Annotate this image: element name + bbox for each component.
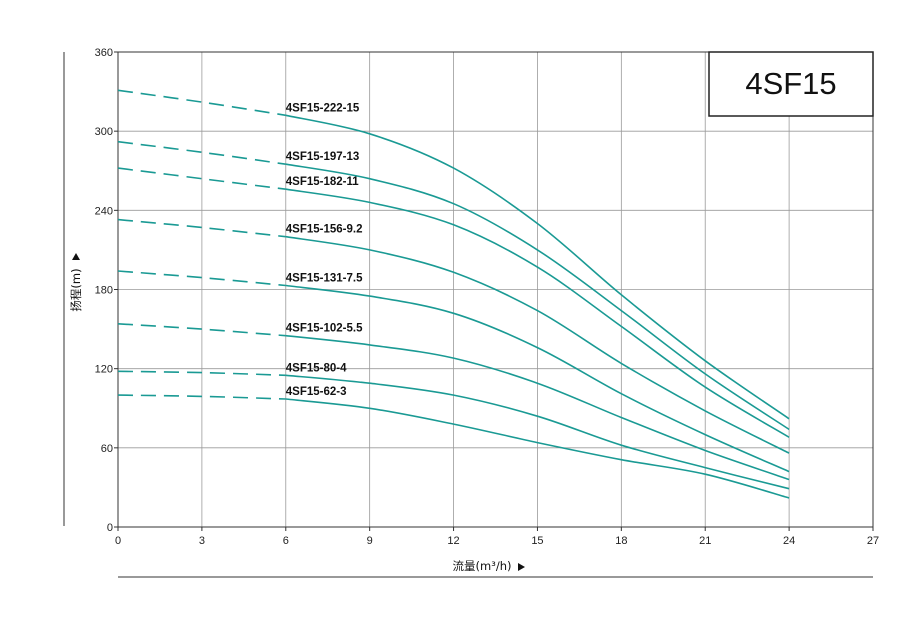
- x-tick-label-4: 12: [447, 535, 459, 547]
- y-tick-label-1: 60: [101, 443, 113, 455]
- x-axis-ticks: 0 3 6 9 12 15 18 21 24 27: [115, 527, 879, 547]
- x-tick-label-0: 0: [115, 535, 121, 547]
- series-label-3: 4SF15-156-9.2: [286, 224, 363, 236]
- x-tick-label-7: 21: [699, 535, 711, 547]
- series-line-5: [285, 334, 790, 481]
- x-tick-label-5: 15: [531, 535, 543, 547]
- series-label-2: 4SF15-182-11: [286, 176, 359, 188]
- chart-title: 4SF15: [745, 66, 836, 101]
- series-label-5: 4SF15-102-5.5: [286, 323, 363, 335]
- x-tick-label-6: 18: [615, 535, 627, 547]
- y-tick-label-0: 0: [107, 522, 113, 534]
- x-axis-label: 流量(m³/h): [453, 559, 512, 573]
- y-axis-arrow-icon: [72, 253, 80, 260]
- series-line-dashed-3: [117, 218, 286, 238]
- series-labels: 4SF15-222-15 4SF15-197-13 4SF15-182-11 4SF1…: [286, 102, 363, 398]
- series-line-dashed-4: [117, 270, 286, 287]
- series-line-0: [285, 114, 790, 420]
- y-tick-label-2: 120: [95, 364, 113, 376]
- series-line-dashed-5: [117, 323, 286, 337]
- x-tick-label-9: 27: [867, 535, 879, 547]
- x-tick-label-3: 9: [367, 535, 373, 547]
- y-axis-label-group: 扬程(m): [69, 253, 83, 312]
- y-tick-label-4: 240: [95, 205, 113, 217]
- series-line-4: [285, 284, 790, 473]
- series-lines: [117, 89, 790, 499]
- y-tick-label-5: 300: [95, 126, 113, 138]
- x-tick-label-8: 24: [783, 535, 795, 547]
- series-line-1: [285, 163, 790, 431]
- series-line-dashed-0: [117, 89, 286, 117]
- series-line-6: [285, 374, 790, 490]
- y-axis-ticks: 0 60 120 180 240 300 360: [95, 47, 118, 534]
- series-line-7: [285, 398, 790, 499]
- series-line-dashed-7: [117, 394, 286, 400]
- title-box: [708, 51, 874, 117]
- series-label-7: 4SF15-62-3: [286, 386, 347, 398]
- y-tick-label-3: 180: [95, 285, 113, 297]
- x-axis-arrow-icon: [518, 563, 525, 571]
- x-tick-label-1: 3: [199, 535, 205, 547]
- series-label-4: 4SF15-131-7.5: [286, 273, 363, 285]
- series-line-dashed-1: [117, 140, 286, 165]
- series-line-dashed-6: [117, 370, 286, 377]
- series-line-dashed-2: [117, 167, 286, 190]
- series-label-6: 4SF15-80-4: [286, 362, 347, 374]
- y-tick-label-6: 360: [95, 47, 113, 59]
- series-line-2: [285, 188, 790, 438]
- series-line-3: [285, 235, 790, 454]
- y-axis-label: 扬程(m): [69, 268, 83, 311]
- series-label-0: 4SF15-222-15: [286, 102, 360, 114]
- x-tick-label-2: 6: [283, 535, 289, 547]
- series-label-1: 4SF15-197-13: [286, 151, 360, 163]
